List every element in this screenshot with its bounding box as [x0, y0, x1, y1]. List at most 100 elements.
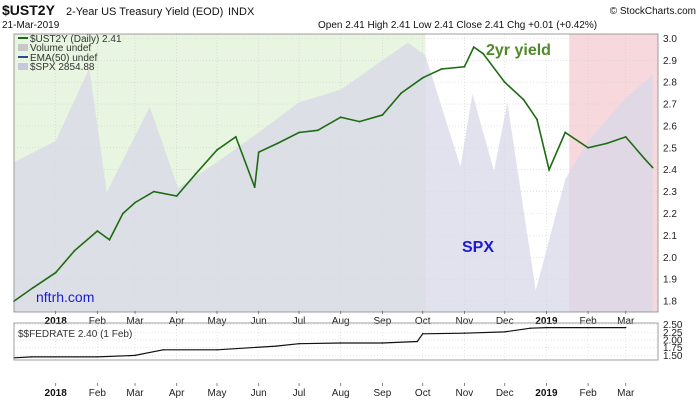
y-tick-label: 2.1 [663, 231, 677, 242]
legend-item-ema: EMA(50) undef [30, 53, 97, 64]
x-tick-label: May [208, 316, 227, 327]
yield-point [421, 76, 424, 79]
fedrate-point [422, 333, 424, 335]
x-tick-label: Jul [293, 316, 306, 327]
x-tick-label: Mar [617, 388, 635, 399]
fedrate-point [545, 326, 548, 329]
x-tick-label: 2019 [535, 388, 558, 399]
x-tick-label: Oct [415, 388, 431, 399]
yield-point [472, 46, 475, 48]
yield-point [536, 118, 538, 121]
x-tick-label: Nov [455, 388, 473, 399]
yield-point [276, 142, 279, 145]
fedrate-point [30, 356, 33, 358]
x-tick-label: Jun [251, 388, 267, 399]
legend-swatch-spx [18, 63, 28, 70]
fedrate-point [504, 331, 506, 333]
main-frame [13, 33, 659, 313]
yield-point [134, 201, 136, 204]
y-tick-label: 2.25 [663, 328, 683, 339]
yield-point [257, 151, 260, 154]
x-tick-label: Feb [579, 388, 597, 399]
fedrate-point [162, 349, 164, 351]
x-tick-label: May [208, 388, 227, 399]
x-tick-label: Jun [251, 316, 267, 327]
legend-item-volume: Volume undef [30, 43, 91, 54]
fedrate-point [96, 356, 99, 358]
y-tick-label: 2.5 [663, 143, 677, 154]
yield-point [624, 136, 627, 138]
yield-point [194, 173, 197, 176]
x-tick-label: Aug [332, 316, 350, 327]
yield-point [400, 92, 403, 94]
fedrate-point [529, 327, 531, 329]
fedrate-point [340, 342, 342, 344]
yield-point [643, 157, 646, 160]
fedrate-point [587, 326, 589, 329]
fedrate-point [298, 343, 300, 345]
y-tick-label: 2.0 [663, 253, 677, 264]
yield-point [358, 120, 361, 123]
yield-point [316, 129, 319, 132]
yield-point [381, 114, 384, 116]
y-tick-label: 1.9 [663, 275, 677, 286]
yield-points [13, 46, 654, 302]
fedrate-point [275, 345, 277, 347]
x-tick-label: Aug [332, 388, 350, 399]
yield-point [54, 271, 57, 274]
fedrate-point [216, 349, 218, 351]
x-tick-label: Mar [126, 316, 144, 327]
x-tick-label: Sep [373, 388, 391, 399]
yield-point [440, 68, 443, 70]
chart-date: 21-Mar-2019 [2, 20, 60, 31]
main-x-axis: 2018 Feb Mar Apr May Jun Jul Aug Sep Oct Nov Dec 201… [45, 311, 635, 327]
legend-swatch-volume [18, 44, 28, 51]
fedrate-line [13, 327, 626, 359]
fedrate-point [463, 332, 466, 334]
x-tick-label: Jul [293, 388, 306, 399]
yield-point [216, 149, 218, 151]
x-tick-label: Nov [455, 316, 473, 327]
chart-symbol: $UST2Y [2, 2, 56, 18]
spx-area [14, 42, 653, 312]
y-tick-label: 2.50 [663, 320, 683, 331]
yield-point [339, 116, 342, 119]
yield-point [96, 230, 99, 232]
yield-point [548, 168, 550, 171]
y-tick-label: 1.75 [663, 343, 683, 354]
chart-quote: Open 2.41 High 2.41 Low 2.41 Close 2.41 … [318, 20, 597, 31]
x-tick-label: Mar [617, 316, 635, 327]
x-tick-label: 2019 [535, 316, 558, 327]
fedrate-y-axis: 1.501.752.002.252.50 [663, 320, 683, 362]
y-tick-label: 2.4 [663, 165, 677, 176]
fedrate-panel: 1.501.752.002.252.50 2018 Feb Mar Apr May Jun… [13, 320, 683, 399]
y-tick-label: 2.3 [663, 187, 677, 198]
yield-point [253, 186, 256, 189]
x-tick-label: Feb [89, 316, 107, 327]
x-tick-label: Dec [496, 316, 514, 327]
x-tick-label: Sep [373, 316, 391, 327]
legend: $UST2Y (Daily) 2.41 Volume undef EMA(50)… [18, 34, 122, 73]
chart-exchange: INDX [228, 6, 255, 18]
yield-point [152, 190, 155, 193]
x-tick-label: Feb [89, 388, 107, 399]
yield-point [651, 166, 654, 169]
fedrate-legend: $$FEDRATE 2.40 (1 Feb) [18, 329, 132, 340]
yield-point [73, 249, 76, 252]
legend-item-spx: $SPX 2854.88 [30, 62, 95, 73]
yield-point [108, 238, 111, 241]
yield-point [298, 131, 300, 134]
yield-point [122, 212, 124, 215]
annotation-yield-label: 2yr yield [486, 42, 551, 59]
y-tick-label: 1.8 [663, 297, 677, 308]
y-tick-label: 2.6 [663, 121, 677, 132]
main-y-axis: 1.8 1.9 2.0 2.1 2.2 2.3 2.4 2.5 2.6 2.7 2.8 2.9 3.0 [663, 34, 677, 308]
x-tick-label: Oct [415, 316, 431, 327]
x-tick-label: Apr [169, 388, 185, 399]
fedrate-point [381, 342, 384, 344]
yield-point [587, 146, 589, 149]
x-tick-label: Apr [169, 316, 185, 327]
yield-point [564, 131, 567, 134]
yield-point [234, 136, 237, 138]
